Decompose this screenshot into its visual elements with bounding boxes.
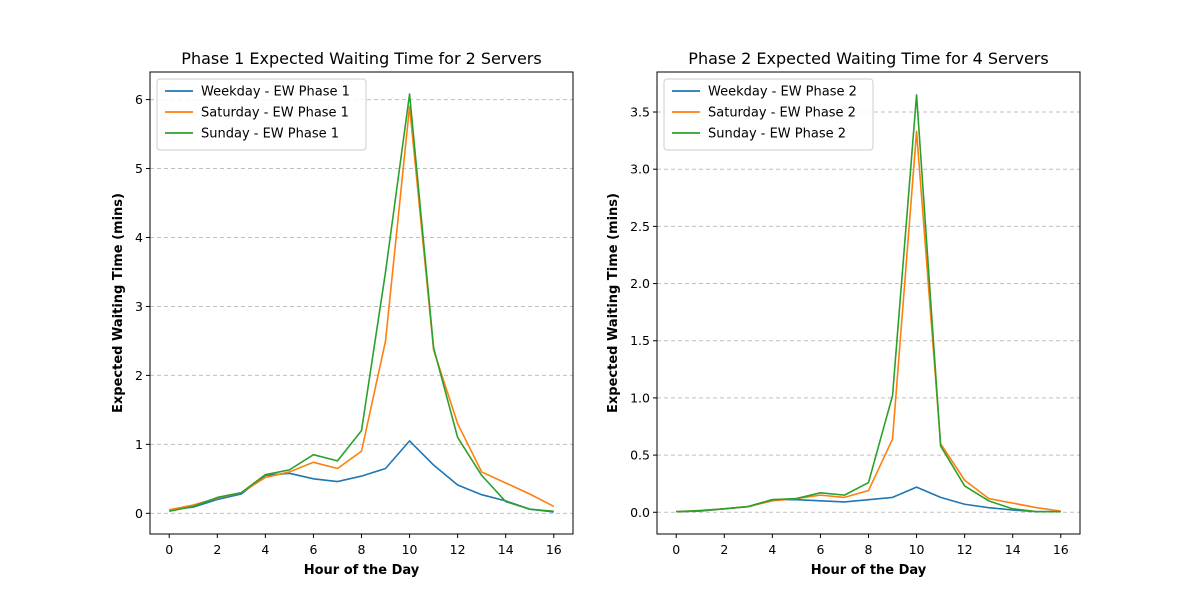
y-tick-label: 3	[135, 299, 143, 314]
lines-layer	[676, 94, 1061, 513]
y-tick-label: 4	[135, 230, 143, 245]
y-tick-label: 2	[135, 368, 143, 383]
plot-frame	[149, 71, 574, 535]
chart-panel-2: Phase 2 Expected Waiting Time for 4 Serv…	[606, 49, 1081, 578]
x-tick-label: 6	[309, 542, 317, 557]
x-tick-label: 8	[358, 542, 366, 557]
legend-label: Sunday - EW Phase 2	[708, 127, 846, 142]
x-tick-label: 12	[957, 542, 973, 557]
x-tick-label: 2	[213, 542, 221, 557]
legend-label: Weekday - EW Phase 1	[201, 85, 350, 100]
series-line	[169, 440, 554, 513]
x-axis-label: Hour of the Day	[811, 563, 927, 578]
x-tick-label: 14	[498, 542, 514, 557]
legend-box	[156, 78, 367, 151]
x-axis-label: Hour of the Day	[304, 563, 420, 578]
legend-label: Saturday - EW Phase 2	[708, 106, 856, 121]
y-tick-label: 1.0	[630, 390, 650, 405]
plot-frame	[656, 71, 1081, 535]
y-axis-label: Expected Waiting Time (mins)	[606, 193, 621, 413]
y-tick-label: 0.5	[630, 448, 650, 463]
y-tick-label: 3.0	[630, 162, 650, 177]
x-tick-label: 0	[165, 542, 173, 557]
x-tick-label: 4	[768, 542, 776, 557]
x-tick-label: 4	[261, 542, 269, 557]
series-line	[169, 93, 554, 513]
y-tick-label: 2.5	[630, 219, 650, 234]
legend: Weekday - EW Phase 2 Saturday - EW Phase …	[663, 78, 874, 151]
y-tick-label: 0	[135, 506, 143, 521]
x-tick-label: 10	[909, 542, 925, 557]
x-tick-label: 8	[865, 542, 873, 557]
chart-title: Phase 1 Expected Waiting Time for 2 Serv…	[181, 49, 541, 68]
chart-panel-1: Phase 1 Expected Waiting Time for 2 Serv…	[111, 49, 574, 578]
legend-label: Sunday - EW Phase 1	[201, 127, 339, 142]
y-tick-label: 0.0	[630, 505, 650, 520]
x-tick-label: 0	[672, 542, 680, 557]
legend-box	[663, 78, 874, 151]
x-tick-label: 16	[1053, 542, 1069, 557]
grid-layer	[657, 111, 1080, 513]
x-tick-label: 10	[402, 542, 418, 557]
series-line	[676, 94, 1061, 513]
lines-layer	[169, 93, 555, 513]
y-tick-label: 5	[135, 161, 143, 176]
chart-title: Phase 2 Expected Waiting Time for 4 Serv…	[688, 49, 1048, 68]
y-tick-label: 6	[135, 92, 143, 107]
legend-label: Saturday - EW Phase 1	[201, 106, 349, 121]
legend: Weekday - EW Phase 1 Saturday - EW Phase …	[156, 78, 367, 151]
y-tick-label: 2.0	[630, 276, 650, 291]
x-tick-label: 2	[720, 542, 728, 557]
x-tick-label: 14	[1005, 542, 1021, 557]
legend-label: Weekday - EW Phase 2	[708, 85, 857, 100]
x-tick-label: 6	[816, 542, 824, 557]
x-tick-label: 16	[546, 542, 562, 557]
y-tick-label: 1	[135, 437, 143, 452]
y-axis-label: Expected Waiting Time (mins)	[111, 193, 126, 413]
ticks-layer: 0.0 0.5 1.0 1.5 2.0 2.5 3.0 3.5 0 2 4 6 8 10 12 14 16	[630, 105, 1069, 557]
x-tick-label: 12	[450, 542, 466, 557]
y-tick-label: 3.5	[630, 105, 650, 120]
y-tick-label: 1.5	[630, 333, 650, 348]
